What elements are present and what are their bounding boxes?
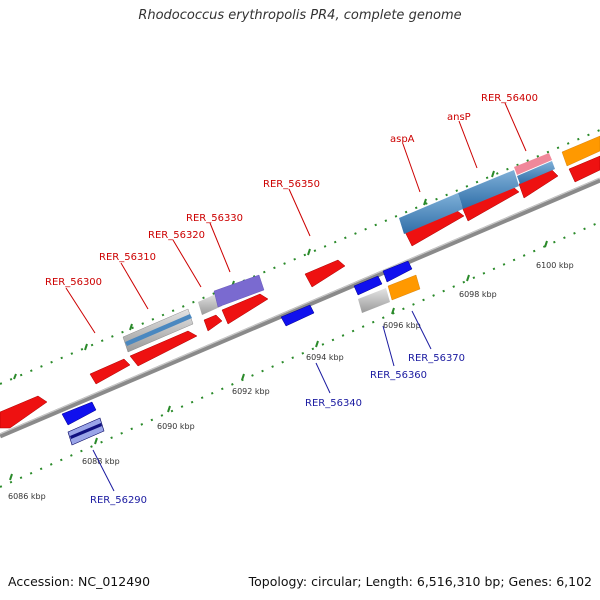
inner-major-ticks (9, 240, 548, 481)
scale-label: 6088 kbp (82, 457, 120, 466)
gene-arrow (568, 155, 600, 183)
genome-summary-text: Topology: circular; Length: 6,516,310 bp… (248, 574, 592, 589)
reverse-leaders (92, 310, 432, 492)
reverse-gene-labels: RER_56290 RER_56340 RER_56360 RER_56370 (90, 353, 465, 506)
gene-label: RER_56290 (90, 495, 147, 506)
feature-bar (517, 161, 555, 184)
feature-bar (399, 193, 463, 234)
gene-label: aspA (390, 134, 415, 145)
gene-label: RER_56300 (45, 277, 102, 288)
feature-bar (358, 288, 390, 313)
scale-labels: 6086 kbp 6088 kbp 6090 kbp 6092 kbp 6094… (8, 261, 574, 501)
gene-label: RER_56340 (305, 398, 362, 409)
forward-leaders (65, 102, 527, 334)
feature-bar (514, 153, 552, 175)
gene-arrow (353, 275, 383, 296)
feature-bar (70, 423, 102, 439)
forward-features (122, 135, 600, 353)
inner-scale-track (0, 221, 600, 488)
map-title: Rhodococcus erythropolis PR4, complete g… (138, 8, 462, 23)
gene-arrow (129, 330, 198, 367)
scale-label: 6092 kbp (232, 387, 270, 396)
scale-label: 6086 kbp (8, 492, 46, 501)
scale-label: 6100 kbp (536, 261, 574, 270)
feature-bar (387, 274, 421, 301)
gene-arrow (61, 401, 97, 426)
accession-text: Accession: NC_012490 (8, 574, 151, 589)
feature-bar (213, 274, 265, 308)
gene-arrow (280, 304, 315, 327)
outer-scale-track (0, 129, 600, 385)
feature-bar (125, 314, 192, 346)
gene-label: RER_56350 (263, 179, 320, 190)
gene-arrow (89, 358, 131, 385)
gene-label: RER_56400 (481, 93, 538, 104)
gene-label: RER_56370 (408, 353, 465, 364)
scale-label: 6090 kbp (157, 422, 195, 431)
gene-label: RER_56360 (370, 370, 427, 381)
feature-bar (561, 135, 600, 167)
forward-genes (0, 155, 600, 429)
gene-arrow (203, 314, 223, 332)
scale-label: 6098 kbp (459, 290, 497, 299)
feature-bar (458, 170, 519, 209)
gene-label: RER_56310 (99, 252, 156, 263)
gene-arrow (221, 293, 269, 325)
gene-arrow (0, 395, 48, 429)
gene-label: RER_56330 (186, 213, 243, 224)
scale-label: 6096 kbp (383, 321, 421, 330)
outer-major-ticks (13, 170, 495, 380)
gene-arrow (304, 259, 346, 288)
reverse-features (67, 274, 421, 446)
gene-label: ansP (447, 112, 471, 123)
gene-label: RER_56320 (148, 230, 205, 241)
reverse-genes (61, 260, 413, 426)
genome-backbone (0, 177, 600, 439)
gene-arrow (382, 260, 413, 283)
scale-label: 6094 kbp (306, 353, 344, 362)
forward-gene-labels: RER_56300 RER_56310 RER_56320 RER_56330 … (45, 93, 538, 288)
